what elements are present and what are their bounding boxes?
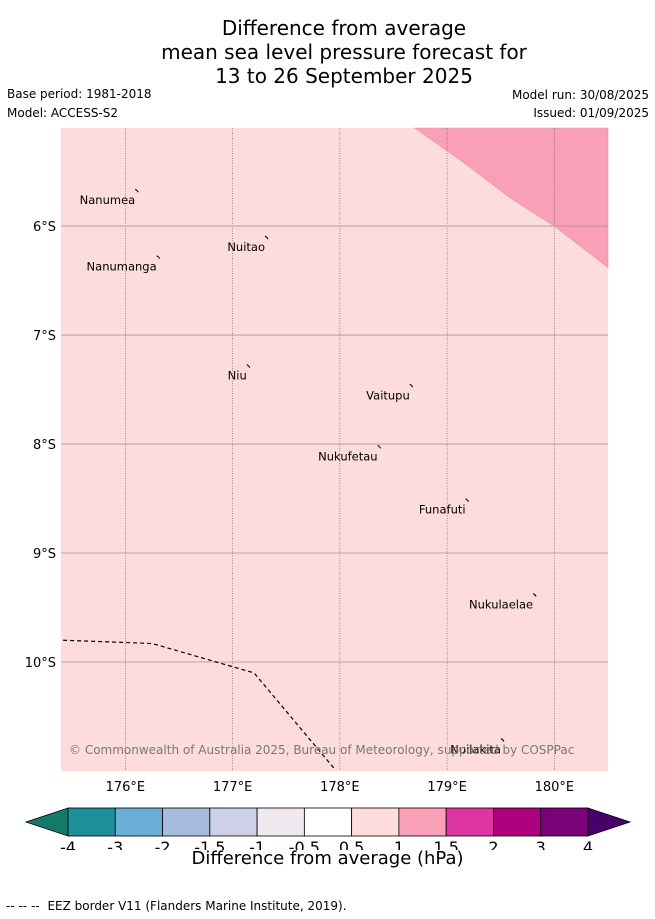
footnote: -- -- -- EEZ border V11 (Flanders Marine… — [6, 899, 351, 913]
lat-tick-label: 9°S — [33, 547, 56, 562]
lat-tick-label: 8°S — [33, 438, 56, 453]
colorbar-tick-label: 4 — [583, 838, 593, 850]
map: 176°E 177°E 178°E 179°E 180°E 6°S 7°S 8°S 9°S 10°… — [25, 127, 609, 795]
colorbar-swatch — [303, 807, 353, 837]
title-line-1: Difference from average — [221, 16, 467, 40]
island-shape — [532, 593, 537, 597]
colorbar-swatch — [540, 807, 589, 837]
island-shape — [409, 383, 414, 388]
island-label: Niu — [228, 369, 247, 383]
island-label: Nukulaelae — [469, 598, 533, 612]
colorbar-swatch — [398, 807, 447, 837]
colorbar-tick-label: 3 — [536, 838, 546, 850]
island-label: Nanumanga — [87, 260, 157, 274]
chart-title: Difference from average mean sea level p… — [0, 16, 655, 88]
lon-tick-label: 176°E — [106, 780, 146, 795]
colorbar-swatch — [162, 807, 211, 837]
colorbar-swatch — [445, 807, 494, 837]
colorbar-swatch — [67, 807, 116, 837]
base-period: Base period: 1981-2018 — [7, 87, 152, 101]
colorbar-tick-label: 2 — [488, 838, 498, 850]
lon-tick-label: 177°E — [213, 780, 253, 795]
lat-tick-label: 6°S — [33, 220, 56, 235]
island-shape — [465, 498, 470, 502]
island-shape — [156, 255, 161, 259]
eez-border — [63, 639, 335, 770]
island-label: Nuitao — [227, 240, 265, 254]
colorbar-swatch — [493, 807, 542, 837]
lat-tick-label: 10°S — [25, 656, 56, 671]
colorbar: -4 -3 -2 -1.5 -1 -0.5 0.5 1 1.5 2 3 4 — [24, 807, 632, 850]
lat-tick-label: 7°S — [33, 329, 56, 344]
eez-legend-symbol: -- -- -- — [6, 899, 40, 913]
colorbar-tick-label: -3 — [107, 838, 123, 850]
lon-tick-label: 179°E — [427, 780, 467, 795]
colorbar-under-arrow — [24, 807, 69, 837]
model-run: Model run: 30/08/2025 — [511, 88, 649, 102]
title-line-3: 13 to 26 September 2025 — [215, 64, 473, 88]
issued-date: Issued: 01/09/2025 — [533, 106, 649, 120]
map-background — [61, 128, 608, 771]
lon-tick-label: 180°E — [535, 780, 575, 795]
island-label: Nanumea — [80, 193, 136, 207]
colorbar-tick-label: 0.5 — [339, 838, 364, 850]
colorbar-tick-label: -1 — [249, 838, 265, 850]
island-label: Funafuti — [419, 503, 466, 517]
colorbar-tick-label: 1.5 — [433, 838, 458, 850]
island-label: Vaitupu — [366, 388, 410, 402]
colorbar-tick-label: 1 — [394, 838, 404, 850]
island-label: Nuilakita — [450, 742, 501, 756]
eez-legend-text: EEZ border V11 (Flanders Marine Institut… — [47, 899, 347, 913]
island-label: Nukufetau — [318, 449, 377, 463]
lon-tick-label: 178°E — [320, 780, 360, 795]
colorbar-tick-label: -1.5 — [194, 838, 225, 850]
colorbar-swatch — [256, 807, 305, 837]
copyright-text: © Commonwealth of Australia 2025, Bureau… — [69, 743, 574, 757]
colorbar-swatch — [351, 807, 400, 837]
colorbar-tick-label: -0.5 — [289, 838, 320, 850]
island-shape — [500, 737, 505, 742]
island-shape — [264, 235, 269, 240]
colorbar-tick-label: -2 — [155, 838, 171, 850]
island-shape — [246, 364, 251, 368]
model-name: Model: ACCESS-S2 — [7, 106, 119, 120]
colorbar-swatch — [209, 807, 258, 837]
island-shape — [134, 188, 139, 193]
colorbar-label: Difference from average (hPa) — [191, 848, 464, 869]
colorbar-tick-label: -4 — [60, 838, 76, 850]
island-shape — [377, 444, 382, 449]
colorbar-swatch — [114, 807, 163, 837]
colorbar-over-arrow — [587, 807, 632, 837]
title-line-2: mean sea level pressure forecast for — [161, 40, 527, 64]
